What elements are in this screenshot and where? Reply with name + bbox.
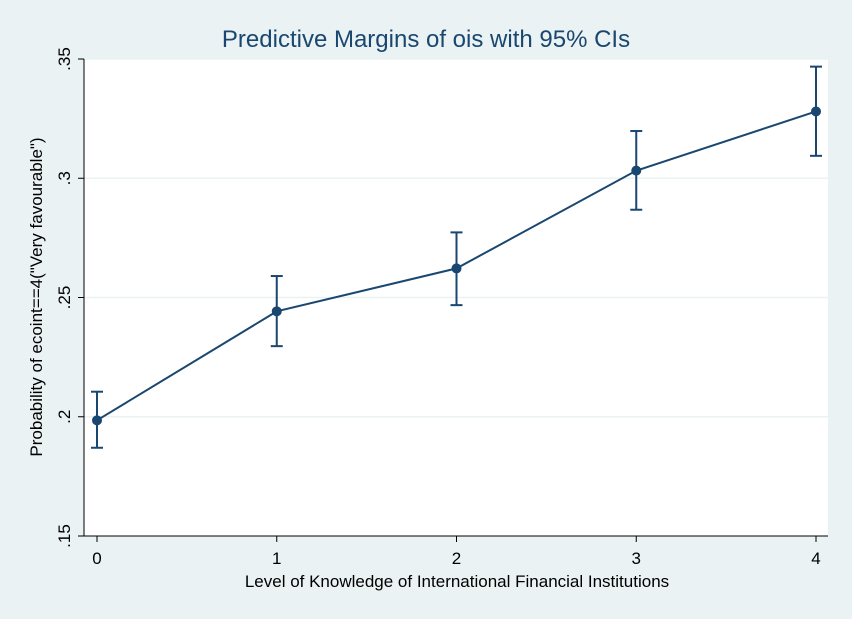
x-tick-label: 0: [92, 549, 101, 568]
marker-layer: [92, 106, 821, 426]
x-tick-label: 4: [811, 549, 820, 568]
data-point: [92, 415, 102, 426]
axes-layer: [78, 58, 828, 542]
data-point: [271, 306, 282, 317]
data-point: [631, 165, 642, 176]
x-axis-title: Level of Knowledge of International Fina…: [245, 572, 669, 591]
x-tick-label: 2: [452, 549, 461, 568]
y-tick-label: .3: [55, 171, 74, 185]
chart-title: Predictive Margins of ois with 95% CIs: [222, 26, 630, 53]
data-point: [811, 106, 821, 117]
y-tick-label: .35: [55, 47, 74, 71]
x-tick-label: 1: [272, 549, 281, 568]
y-axis-title: Probability of ecoint==4("Very favourabl…: [27, 137, 46, 456]
y-tick-label: .15: [55, 524, 74, 548]
y-tick-label: .25: [55, 286, 74, 310]
x-tick-label: 3: [632, 549, 641, 568]
y-tick-label: .2: [55, 410, 74, 424]
data-point: [451, 263, 462, 274]
tick-label-layer: .15 .2 .25 .3 .35 0 1 2 3 4: [55, 47, 821, 568]
